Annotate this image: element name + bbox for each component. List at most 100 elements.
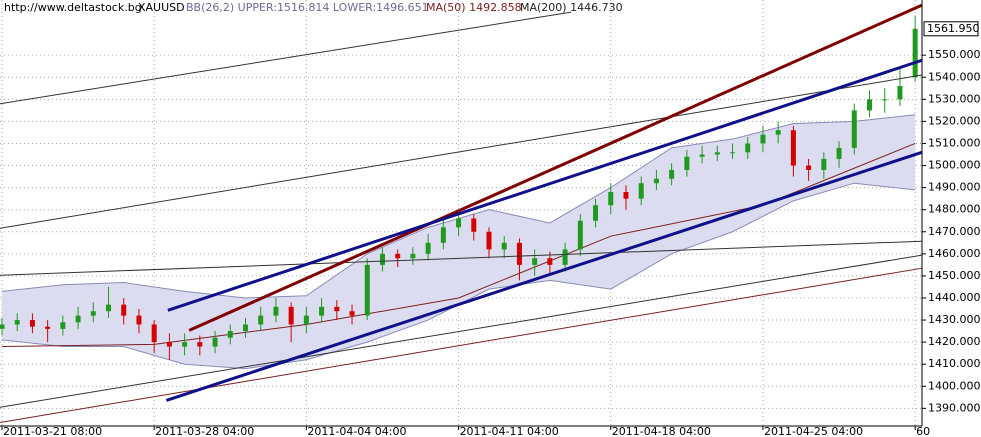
y-tick-label: 1520.000 [928,114,981,127]
candle-body [760,134,766,144]
y-tick-label: 1450.000 [928,269,981,282]
candle-body [151,324,157,343]
trend-line [0,11,572,105]
candle-body [897,86,903,100]
candle-body [258,315,264,325]
candle-body [60,322,66,329]
candle-body [90,311,96,316]
y-tick-label: 1460.000 [928,247,981,260]
candle-body [136,315,142,325]
y-tick-label: 1500.000 [928,159,981,172]
candle-body [197,342,203,347]
y-tick-label: 1540.000 [928,70,981,83]
last-price-box [923,21,979,37]
candle-body [745,143,751,153]
candle-body [577,220,583,250]
bb-label: BB(26,2) UPPER:1516.814 LOWER:1496.651 [186,1,429,14]
trend-line [0,74,923,229]
candle-body [425,242,431,254]
candle-body [121,304,127,316]
candle-body [836,147,842,159]
candle-body [14,320,20,325]
candle-body [638,183,644,199]
candle-body [653,178,659,184]
bollinger-band [1,114,916,369]
candle-body [106,304,112,312]
candle-body [379,253,385,265]
y-tick-label: 1550.000 [928,48,981,61]
candle-body [212,337,218,347]
candle-body [182,342,188,347]
candle-body [851,110,857,148]
y-tick-label: 1440.000 [928,291,981,304]
candle-body [501,242,507,250]
symbol: XAUUSD [138,1,185,14]
y-tick-label: 1430.000 [928,313,981,326]
candle-body [75,315,81,323]
candle-body [516,242,522,265]
candle-body [486,231,492,250]
candle-body [684,156,690,170]
candle-body [349,311,355,316]
ma50-label: MA(50) 1492.858 [426,1,522,14]
y-tick-label: 1420.000 [928,335,981,348]
candle-body [45,326,51,329]
trend-line [0,240,923,276]
candle-body [0,324,5,329]
candle-body [227,331,233,338]
candle-body [775,130,781,135]
candle-body [912,28,918,78]
candle-body [440,227,446,243]
candle-body [730,152,736,154]
trend-line [167,58,923,312]
candle-body [821,158,827,170]
candle-body [608,192,614,206]
source: http://www.deltastock.bg [4,1,142,14]
candle-body [166,342,172,347]
candle-body [532,258,538,265]
candle-body [334,306,340,312]
y-tick-label: 1510.000 [928,136,981,149]
candle-body [790,130,796,166]
candle-body [593,205,599,221]
y-tick-label: 1480.000 [928,203,981,216]
candle-body [547,258,553,265]
candle-body [699,154,705,157]
y-tick-label: 1390.000 [928,401,981,414]
y-tick-label: 1530.000 [928,92,981,105]
candle-body [562,249,568,265]
x-tick-label: 60 [916,425,930,437]
candle-body [319,306,325,316]
candle-body [866,99,872,111]
candle-body [242,324,248,332]
candle-body [288,306,294,325]
candle-body [395,253,401,259]
candle-body [303,315,309,325]
x-tick-label: 2011-03-28 04:00 [155,425,254,437]
candle-body [410,253,416,259]
ma200-label: MA(200) 1446.730 [520,1,623,14]
last-price-label: 1561.950 [927,22,980,35]
candle-body [806,165,812,170]
candle-body [29,320,35,327]
candle-body [456,218,462,228]
candle-body [471,218,477,232]
x-tick-label: 2011-04-25 04:00 [764,425,863,437]
y-tick-label: 1400.000 [928,379,981,392]
candle-body [882,99,888,101]
candle-body [714,152,720,155]
x-tick-label: 2011-04-18 04:00 [612,425,711,437]
y-tick-label: 1490.000 [928,181,981,194]
x-tick-label: 2011-03-21 08:00 [3,425,102,437]
candle-body [623,192,629,199]
trend-line [188,3,923,332]
candle-body [669,169,675,179]
y-tick-label: 1470.000 [928,225,981,238]
trend-line [0,267,923,423]
trend-line [0,254,923,408]
y-tick-label: 1410.000 [928,357,981,370]
trend-line [165,150,923,402]
candle-body [273,306,279,316]
